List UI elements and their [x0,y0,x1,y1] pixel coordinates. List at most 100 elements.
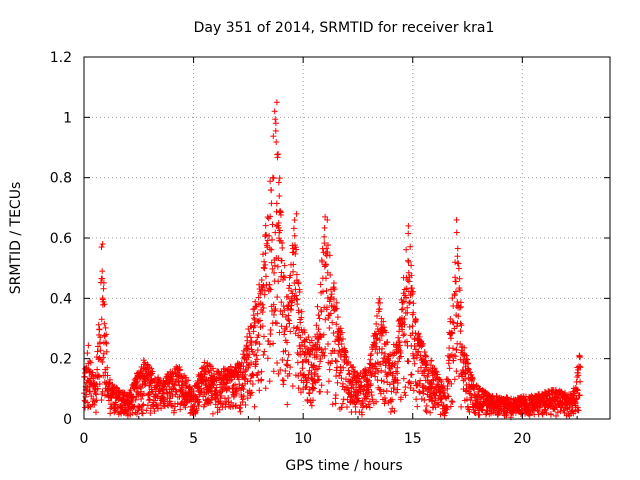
data-point [383,387,390,394]
data-point [410,300,417,307]
data-point [104,364,111,371]
y-tick-label: 0.4 [50,291,72,307]
y-tick-label: 0.6 [50,231,72,247]
data-point [236,404,243,411]
data-point [267,213,274,220]
data-point [96,381,103,388]
x-tick-label: 0 [80,431,89,447]
data-point [294,324,301,331]
data-point [260,251,267,258]
data-point [248,389,255,396]
data-point [99,388,106,395]
data-point [284,339,291,346]
data-point [271,269,278,276]
data-point [283,324,290,331]
data-point [457,320,464,327]
data-point [142,380,149,387]
data-point [297,370,304,377]
data-point [446,365,453,372]
data-point [290,261,297,268]
data-point [452,278,459,285]
data-point [256,387,263,394]
data-point [296,288,303,295]
data-point [133,382,140,389]
data-point [305,359,312,366]
data-point [276,175,283,182]
data-point [287,328,294,335]
data-point [244,378,251,385]
data-point [208,396,215,403]
data-point [255,318,262,325]
data-point [236,381,243,388]
data-point [295,280,302,287]
data-point [138,385,145,392]
data-point [84,350,91,357]
data-point [197,389,204,396]
y-tick-label: 1 [63,110,72,126]
data-point [93,409,100,416]
data-point [376,295,383,302]
data-point [274,359,281,366]
data-point [398,353,405,360]
data-point [232,381,239,388]
data-point [218,392,225,399]
data-point [248,338,255,345]
data-point [182,404,189,411]
data-point [94,385,101,392]
data-point [284,357,291,364]
data-point [423,408,430,415]
data-point [457,328,464,335]
data-point [151,375,158,382]
data-point [268,259,275,266]
data-point [367,352,374,359]
data-point [169,369,176,376]
data-point [206,361,213,368]
data-point [265,338,272,345]
data-point [139,410,146,417]
data-point [103,331,110,338]
x-axis-title: GPS time / hours [285,458,402,474]
data-point [297,334,304,341]
data-point [278,323,285,330]
data-point [267,326,274,333]
data-point [279,377,286,384]
data-point [259,309,266,316]
data-point [248,359,255,366]
data-point [273,200,280,207]
data-points [81,99,584,422]
data-point [394,386,401,393]
data-point [326,325,333,332]
data-point [576,352,583,359]
data-point [405,230,412,237]
data-point [87,388,94,395]
data-point [258,277,265,284]
data-point [286,370,293,377]
data-point [293,246,300,253]
data-point [85,342,92,349]
data-point [254,310,261,317]
data-point [244,395,251,402]
data-point [101,320,108,327]
data-point [414,403,421,410]
data-point [266,232,273,239]
data-point [95,321,102,328]
data-point [252,360,259,367]
data-point [156,387,163,394]
data-point [269,265,276,272]
data-point [262,261,269,268]
data-point [273,320,280,327]
data-point [212,387,219,394]
data-point [262,273,269,280]
data-point [298,308,305,315]
data-point [209,410,216,417]
y-tick-labels: 0 0.2 0.4 0.6 0.8 1 1.2 [50,50,72,428]
data-point [282,367,289,374]
data-point [239,396,246,403]
data-point [124,393,131,400]
data-point [408,371,415,378]
data-point [261,287,268,294]
data-point [210,382,217,389]
data-point [266,341,273,348]
data-point [139,402,146,409]
